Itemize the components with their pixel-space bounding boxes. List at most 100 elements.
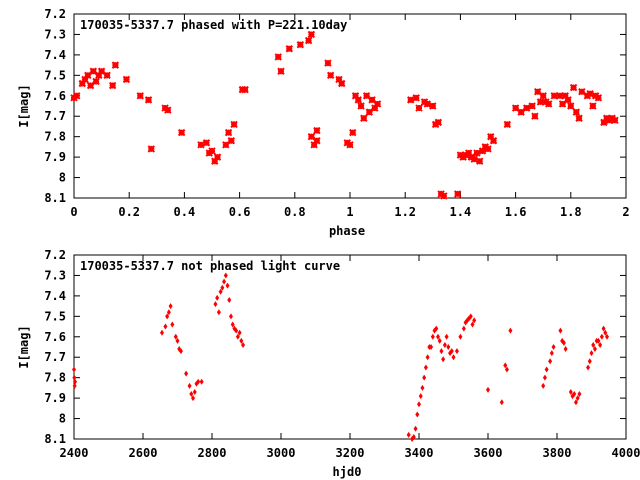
phased-data-point (310, 141, 318, 149)
unphased-data-point (235, 333, 240, 340)
phased-y-tick-label: 7.4 (44, 48, 66, 62)
unphased-plot-ticks (73, 254, 627, 440)
phased-data-point (89, 67, 98, 75)
unphased-data-point (223, 272, 228, 279)
unphased-data-point (435, 333, 440, 340)
phased-data-point (326, 71, 335, 80)
phased-data-point (349, 128, 357, 137)
phased-y-tick-label: 7.5 (44, 68, 66, 82)
unphased-data-point (178, 348, 183, 355)
phased-data-point (92, 77, 100, 86)
phased-data-point (572, 108, 581, 116)
phased-data-point (545, 100, 553, 108)
unphased-x-tick-labels: 2400 2600 2800 3000 3200 3400 3600 3800 4000 (60, 446, 640, 460)
phased-data-point (517, 108, 525, 116)
phased-data-point (473, 149, 481, 157)
phased-data-point (489, 137, 498, 145)
phased-data-point (470, 155, 478, 163)
phased-data-point (558, 100, 567, 108)
unphased-data-point (503, 362, 508, 369)
phased-data-point (84, 71, 92, 80)
unphased-y-tick-label: 7.6 (44, 330, 66, 344)
unphased-data-point (230, 321, 235, 328)
unphased-data-point (568, 388, 573, 395)
phased-data-point (351, 92, 360, 100)
unphased-data-point (423, 364, 428, 371)
phased-data-point (453, 190, 462, 198)
unphased-y-tick-label: 8.1 (44, 432, 66, 446)
unphased-y-axis-label: I[mag] (17, 325, 31, 368)
unphased-data-point (72, 374, 77, 381)
phased-data-point (81, 75, 89, 84)
phased-data-point (564, 96, 572, 104)
phased-data-point (371, 104, 379, 112)
unphased-data-point (437, 337, 442, 344)
phased-data-point (208, 147, 216, 155)
phased-x-tick-label: 1.4 (450, 205, 472, 219)
phased-data-point (324, 59, 332, 67)
unphased-data-point (504, 366, 509, 373)
phased-data-point (365, 108, 374, 116)
phased-data-point (230, 120, 238, 129)
unphased-data-point (429, 344, 434, 350)
phased-data-point (277, 67, 285, 75)
phased-x-tick-label: 1 (346, 205, 353, 219)
unphased-data-point (222, 278, 227, 285)
unphased-data-point (72, 366, 76, 373)
unphased-y-tick-label: 7.3 (44, 268, 66, 282)
unphased-data-point (175, 337, 180, 344)
phased-data-point (313, 137, 321, 145)
unphased-data-point (165, 313, 170, 320)
unphased-data-point (541, 382, 546, 389)
phased-y-tick-label: 8 (59, 171, 66, 185)
phased-data-point (213, 153, 222, 161)
unphased-data-point (599, 333, 604, 340)
phased-x-tick-labels: 0 0.2 0.4 0.6 0.8 1 1.2 1.4 1.6 1.8 2 (70, 205, 629, 219)
phased-data-point (177, 128, 186, 137)
unphased-data-point (216, 309, 221, 316)
unphased-data-point (468, 313, 473, 320)
phased-y-axis-label: I[mag] (17, 84, 31, 127)
phased-data-point (222, 141, 230, 149)
unphased-data-point (575, 395, 580, 402)
phased-x-tick-label: 0 (70, 205, 77, 219)
phased-plot-frame (73, 13, 627, 199)
phased-data-point (202, 139, 211, 147)
unphased-data-point (73, 378, 78, 385)
unphased-y-tick-label: 7.4 (44, 289, 66, 303)
unphased-data-point (589, 350, 594, 357)
phased-x-tick-label: 1.2 (394, 205, 416, 219)
unphased-x-tick-label: 3400 (405, 446, 434, 460)
unphased-data-point (596, 337, 601, 344)
unphased-data-point (189, 391, 194, 398)
unphased-data-point (592, 346, 597, 353)
phased-x-tick-label: 0.8 (284, 205, 306, 219)
unphased-x-axis-label: hjd0 (333, 465, 362, 479)
unphased-data-point (228, 313, 233, 320)
unphased-data-point (587, 358, 592, 365)
unphased-data-point (425, 354, 430, 361)
phased-data-point (536, 98, 545, 106)
unphased-data-point (551, 344, 556, 350)
phased-data-point (285, 45, 293, 53)
phased-data-point (136, 92, 144, 100)
unphased-data-point (213, 301, 218, 308)
unphased-data-point (591, 341, 596, 348)
unphased-data-point (413, 425, 418, 432)
unphased-data-point (411, 433, 416, 440)
unphased-data-point (241, 341, 246, 348)
phased-data-point (354, 96, 362, 104)
phased-data-point (569, 83, 578, 92)
phased-data-point (561, 92, 569, 100)
unphased-data-point (173, 333, 178, 340)
unphased-data-point (199, 378, 204, 385)
unphased-x-tick-label: 2400 (60, 446, 89, 460)
phased-data-point (108, 81, 117, 90)
phased-y-tick-label: 7.2 (44, 7, 66, 21)
unphased-data-point (168, 303, 173, 310)
phased-data-point (164, 106, 172, 114)
unphased-data-point (234, 327, 239, 334)
phased-data-point (307, 30, 316, 39)
unphased-data-point (461, 325, 466, 332)
unphased-data-point (441, 356, 446, 363)
